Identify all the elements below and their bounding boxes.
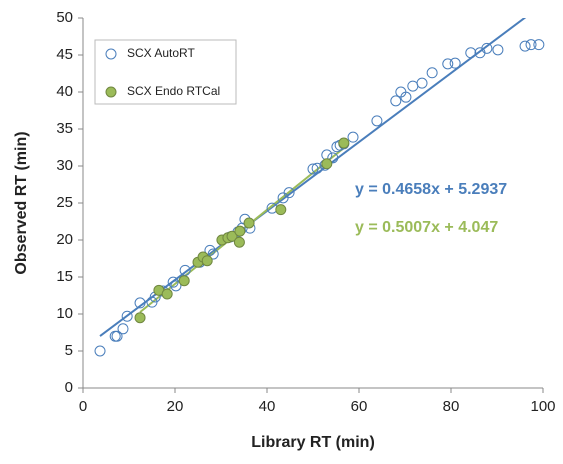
point: [390, 95, 402, 107]
point: [426, 67, 438, 79]
point: [167, 276, 179, 288]
point: [465, 47, 477, 59]
y-tick-label: 45: [56, 46, 73, 63]
point: [111, 330, 123, 342]
point: [226, 230, 238, 242]
y-tick-label: 50: [56, 9, 73, 26]
point: [170, 280, 182, 292]
x-tick-label: 100: [530, 398, 555, 415]
point: [327, 152, 339, 164]
point: [533, 39, 545, 51]
x-tick-label: 40: [259, 398, 276, 415]
point: [307, 163, 319, 175]
y-axis-title: Observed RT (min): [13, 131, 30, 274]
point: [321, 158, 333, 170]
point: [416, 77, 428, 89]
x-tick-label: 60: [351, 398, 368, 415]
x-tick-label: 80: [443, 398, 460, 415]
point: [492, 44, 504, 56]
point: [449, 57, 461, 69]
x-tick-label: 0: [79, 398, 87, 415]
point: [525, 39, 537, 51]
point: [233, 236, 245, 248]
point: [243, 217, 255, 229]
point: [311, 162, 323, 174]
point: [338, 137, 350, 149]
point: [201, 255, 213, 267]
point: [442, 58, 454, 70]
y-tick-label: 40: [56, 83, 73, 100]
point: [519, 40, 531, 52]
point: [161, 288, 173, 300]
trendline-equation: y = 0.4658x + 5.2937: [355, 181, 507, 198]
legend-marker: [105, 48, 117, 60]
point: [481, 42, 493, 54]
y-tick-label: 30: [56, 157, 73, 174]
x-axis-title: Library RT (min): [251, 434, 375, 451]
y-tick-label: 25: [56, 194, 73, 211]
point: [117, 323, 129, 335]
point: [94, 345, 106, 357]
legend-marker: [105, 86, 117, 98]
legend-box: [94, 39, 237, 105]
point: [134, 297, 146, 309]
y-tick-label: 0: [65, 379, 73, 396]
point: [275, 204, 287, 216]
point: [283, 187, 295, 199]
y-tick-label: 15: [56, 268, 73, 285]
point: [234, 225, 246, 237]
x-tick-label: 20: [167, 398, 184, 415]
y-tick-label: 20: [56, 231, 73, 248]
point: [134, 312, 146, 324]
point: [400, 91, 412, 103]
point: [178, 275, 190, 287]
y-tick-label: 35: [56, 120, 73, 137]
point: [204, 244, 216, 256]
point: [207, 248, 219, 260]
point: [407, 80, 419, 92]
y-tick-label: 10: [56, 305, 73, 322]
y-tick-label: 5: [65, 342, 73, 359]
point: [121, 310, 133, 322]
legend-label: SCX AutoRT: [127, 46, 195, 60]
trendline-equation: y = 0.5007x + 4.047: [355, 219, 498, 236]
point: [371, 115, 383, 127]
point: [347, 131, 359, 143]
legend-label: SCX Endo RTCal: [127, 84, 220, 98]
